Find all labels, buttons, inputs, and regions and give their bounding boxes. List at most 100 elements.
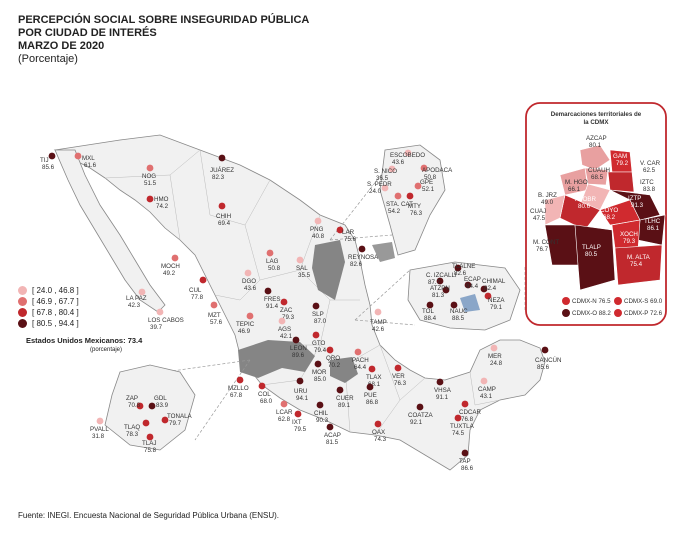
- city-dot: [142, 419, 150, 427]
- city-value: 83.9: [156, 402, 169, 409]
- cdmx-n-dot: [562, 297, 570, 305]
- city-name: CAMP: [478, 386, 496, 393]
- city-dot: [366, 383, 374, 391]
- city-value: 46.9: [238, 328, 251, 335]
- city-value: 87.7: [428, 279, 441, 286]
- city-name: REYNOSA: [348, 254, 379, 261]
- inset-connectors: [164, 169, 526, 441]
- city-value: 88.5: [452, 315, 465, 322]
- city-name: GTO: [312, 340, 325, 347]
- city-dot: [416, 403, 424, 411]
- alcaldia-value: 68.5: [591, 174, 604, 181]
- city-dot: [326, 346, 334, 354]
- city-dot: [394, 192, 402, 200]
- city-dot: [394, 364, 402, 372]
- city-value: 79.7: [169, 420, 182, 427]
- city-value: 51.5: [144, 180, 157, 187]
- legend-swatch: [18, 286, 27, 295]
- city-name: ATZPN: [430, 285, 450, 292]
- city-dot: [74, 152, 82, 160]
- city-name: ECAP: [464, 276, 481, 283]
- city-dot: [246, 312, 254, 320]
- alcaldia-name: TLALP: [582, 244, 601, 251]
- city-name: COATZA: [408, 412, 434, 419]
- city-name: TOL: [422, 308, 434, 315]
- alcaldia-value: 80.6: [578, 203, 591, 210]
- alcaldia-name: M. CONT: [533, 239, 559, 246]
- city-name: COL: [258, 391, 271, 398]
- city-name: LAG: [266, 258, 279, 265]
- city-dot: [218, 154, 226, 162]
- city-name: LA PAZ: [126, 295, 147, 302]
- city-dot: [258, 382, 266, 390]
- alcaldia-value: 91.3: [631, 202, 644, 209]
- city-dot: [136, 402, 144, 410]
- city-value: 24.0: [369, 188, 382, 195]
- city-value: 43.6: [392, 159, 405, 166]
- city-dot: [381, 184, 389, 192]
- alcaldia-value: 66.1: [568, 186, 581, 193]
- legend-label: [ 24.0 , 46.8 ]: [32, 286, 79, 295]
- city-name: MZLLO: [228, 385, 249, 392]
- city-dot: [218, 202, 226, 210]
- city-dot: [146, 164, 154, 172]
- city-value: 50.8: [424, 174, 437, 181]
- city-value: 87.0: [314, 318, 327, 325]
- city-value: 79.5: [294, 426, 307, 433]
- city-dot: [312, 331, 320, 339]
- city-dot: [464, 281, 472, 289]
- city-value: 49.2: [163, 270, 176, 277]
- city-dot: [294, 410, 302, 418]
- alcaldia-name: COYO: [600, 207, 618, 214]
- city-dot: [442, 286, 450, 294]
- city-name: PUE: [364, 392, 377, 399]
- city-name: ZAC: [280, 307, 293, 314]
- alcaldia-value: 79.3: [623, 238, 636, 245]
- city-name: VER: [392, 373, 405, 380]
- city-name: GPE: [420, 179, 433, 186]
- city-value: 82.6: [350, 261, 363, 268]
- city-dot: [199, 276, 207, 284]
- city-name: CDCAR: [459, 409, 482, 416]
- city-dot: [210, 301, 218, 309]
- alcaldia-name: V. CAR: [640, 160, 661, 167]
- city-value: 70.2: [328, 362, 341, 369]
- alcaldia-value: 76.7: [536, 246, 549, 253]
- city-dot: [484, 292, 492, 300]
- city-name: ACAP: [324, 432, 341, 439]
- city-name: TLAQ: [124, 424, 140, 431]
- city-dot: [316, 401, 324, 409]
- city-name: MOCH: [161, 263, 180, 270]
- cdmx-inset-title-2: la CDMX: [583, 119, 609, 126]
- valle-mexico-inset: [407, 261, 521, 331]
- city-dot: [171, 254, 179, 262]
- alcaldia-value: 49.0: [541, 199, 554, 206]
- city-name: LOS CABOS: [148, 317, 184, 324]
- city-dot: [244, 269, 252, 277]
- city-dot: [426, 301, 434, 309]
- city-dot: [358, 245, 366, 253]
- city-dot: [326, 423, 334, 431]
- city-dot: [314, 217, 322, 225]
